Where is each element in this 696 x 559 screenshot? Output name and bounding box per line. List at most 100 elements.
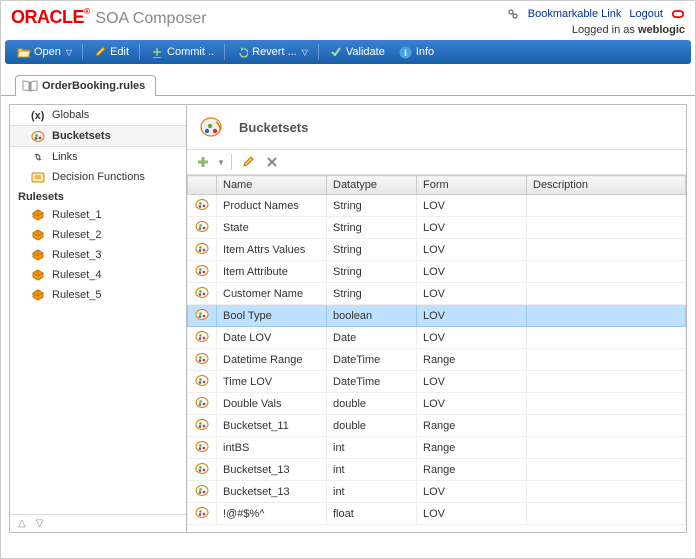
ruleset-icon [30, 268, 46, 282]
header-right: Bookmarkable Link Logout Logged in as we… [506, 7, 685, 36]
cell-desc [527, 195, 686, 217]
cell-desc [527, 481, 686, 503]
bucketset-icon [194, 373, 210, 387]
table-row[interactable]: intBSintRange [188, 437, 686, 459]
column-header[interactable]: Datatype [327, 176, 417, 195]
row-icon-cell [188, 371, 217, 393]
table-row[interactable]: !@#$%^floatLOV [188, 503, 686, 525]
delete-button[interactable] [262, 152, 282, 172]
oracle-logo: ORACLE® [11, 7, 89, 28]
cell-form: LOV [417, 239, 527, 261]
sidebar-item-ruleset_1[interactable]: Ruleset_1 [10, 205, 186, 225]
cell-name: Bucketset_11 [217, 415, 327, 437]
sidebar-item-decision-functions[interactable]: Decision Functions [10, 167, 186, 187]
bucketsets-table: NameDatatypeFormDescription Product Name… [187, 175, 686, 525]
toolbar-separator [318, 44, 319, 60]
bookmark-link[interactable]: Bookmarkable Link [528, 8, 622, 20]
edit-row-button[interactable] [238, 152, 258, 172]
table-row[interactable]: Item Attrs ValuesStringLOV [188, 239, 686, 261]
cell-name: Customer Name [217, 283, 327, 305]
main-area: (x)GlobalsBucketsetsLinksDecision Functi… [1, 96, 695, 541]
commit-button[interactable]: Commit .. [144, 43, 220, 61]
cell-name: Product Names [217, 195, 327, 217]
cell-form: LOV [417, 503, 527, 525]
row-icon-cell [188, 217, 217, 239]
table-row[interactable]: Time LOVDateTimeLOV [188, 371, 686, 393]
sidebar-item-label: Globals [52, 109, 89, 121]
info-icon: i [399, 45, 413, 59]
cell-form: LOV [417, 195, 527, 217]
table-row[interactable]: Product NamesStringLOV [188, 195, 686, 217]
row-icon-cell [188, 481, 217, 503]
sidebar-item-label: Ruleset_2 [52, 229, 102, 241]
cell-desc [527, 503, 686, 525]
table-row[interactable]: StateStringLOV [188, 217, 686, 239]
decision-icon [30, 170, 46, 184]
tab-active[interactable]: OrderBooking.rules [15, 75, 156, 96]
table-row[interactable]: Datetime RangeDateTimeRange [188, 349, 686, 371]
sidebar-footer: △ ▽ [10, 514, 186, 532]
cell-form: Range [417, 349, 527, 371]
row-icon-cell [188, 459, 217, 481]
cell-datatype: String [327, 239, 417, 261]
cell-form: LOV [417, 371, 527, 393]
validate-button[interactable]: Validate [323, 43, 391, 61]
revert-button[interactable]: Revert ... ▽ [229, 43, 314, 61]
dropdown-caret-icon[interactable]: ▼ [217, 158, 225, 167]
row-icon-cell [188, 195, 217, 217]
toolbar-separator [139, 44, 140, 60]
sidebar-item-ruleset_2[interactable]: Ruleset_2 [10, 225, 186, 245]
row-icon-cell [188, 327, 217, 349]
column-header[interactable]: Form [417, 176, 527, 195]
add-button[interactable] [193, 152, 213, 172]
cell-desc [527, 283, 686, 305]
cell-name: State [217, 217, 327, 239]
content-panel: Bucketsets ▼ NameDatatypeFormDescription… [187, 104, 687, 533]
cell-name: Bucketset_13 [217, 459, 327, 481]
logout-link[interactable]: Logout [629, 8, 663, 20]
bucketset-icon [194, 439, 210, 453]
info-button[interactable]: i Info [393, 43, 440, 61]
content-toolbar: ▼ [187, 149, 686, 175]
sidebar-item-ruleset_3[interactable]: Ruleset_3 [10, 245, 186, 265]
sidebar-item-ruleset_5[interactable]: Ruleset_5 [10, 285, 186, 305]
folder-open-icon [17, 45, 31, 59]
content-title: Bucketsets [239, 120, 308, 135]
cell-desc [527, 415, 686, 437]
cell-form: Range [417, 459, 527, 481]
table-row[interactable]: Bucketset_11doubleRange [188, 415, 686, 437]
column-header[interactable]: Description [527, 176, 686, 195]
sidebar-item-links[interactable]: Links [10, 147, 186, 167]
row-icon-cell [188, 437, 217, 459]
cell-desc [527, 327, 686, 349]
row-icon-cell [188, 239, 217, 261]
cell-datatype: String [327, 283, 417, 305]
table-row[interactable]: Bucketset_13intRange [188, 459, 686, 481]
open-button[interactable]: Open ▽ [11, 43, 78, 61]
move-up-button[interactable]: △ [18, 518, 26, 529]
ruleset-icon [30, 208, 46, 222]
row-icon-cell [188, 503, 217, 525]
table-row[interactable]: Double ValsdoubleLOV [188, 393, 686, 415]
bucketset-icon [194, 417, 210, 431]
table-row[interactable]: Customer NameStringLOV [188, 283, 686, 305]
table-row[interactable]: Date LOVDateLOV [188, 327, 686, 349]
move-down-button[interactable]: ▽ [36, 518, 44, 529]
table-row[interactable]: Bool TypebooleanLOV [188, 305, 686, 327]
column-header[interactable] [188, 176, 217, 195]
column-header[interactable]: Name [217, 176, 327, 195]
ruleset-icon [30, 248, 46, 262]
sidebar-item-bucketsets[interactable]: Bucketsets [10, 125, 186, 147]
cell-name: Double Vals [217, 393, 327, 415]
table-row[interactable]: Bucketset_13intLOV [188, 481, 686, 503]
sidebar-item-globals[interactable]: (x)Globals [10, 105, 186, 125]
row-icon-cell [188, 415, 217, 437]
sidebar-item-ruleset_4[interactable]: Ruleset_4 [10, 265, 186, 285]
bucketset-icon [194, 483, 210, 497]
cell-form: LOV [417, 393, 527, 415]
table-scroll[interactable]: NameDatatypeFormDescription Product Name… [187, 175, 686, 532]
tab-bar: OrderBooking.rules [1, 68, 695, 96]
table-row[interactable]: Item AttributeStringLOV [188, 261, 686, 283]
app-name: SOA Composer [95, 10, 206, 28]
edit-button[interactable]: Edit [87, 43, 135, 61]
